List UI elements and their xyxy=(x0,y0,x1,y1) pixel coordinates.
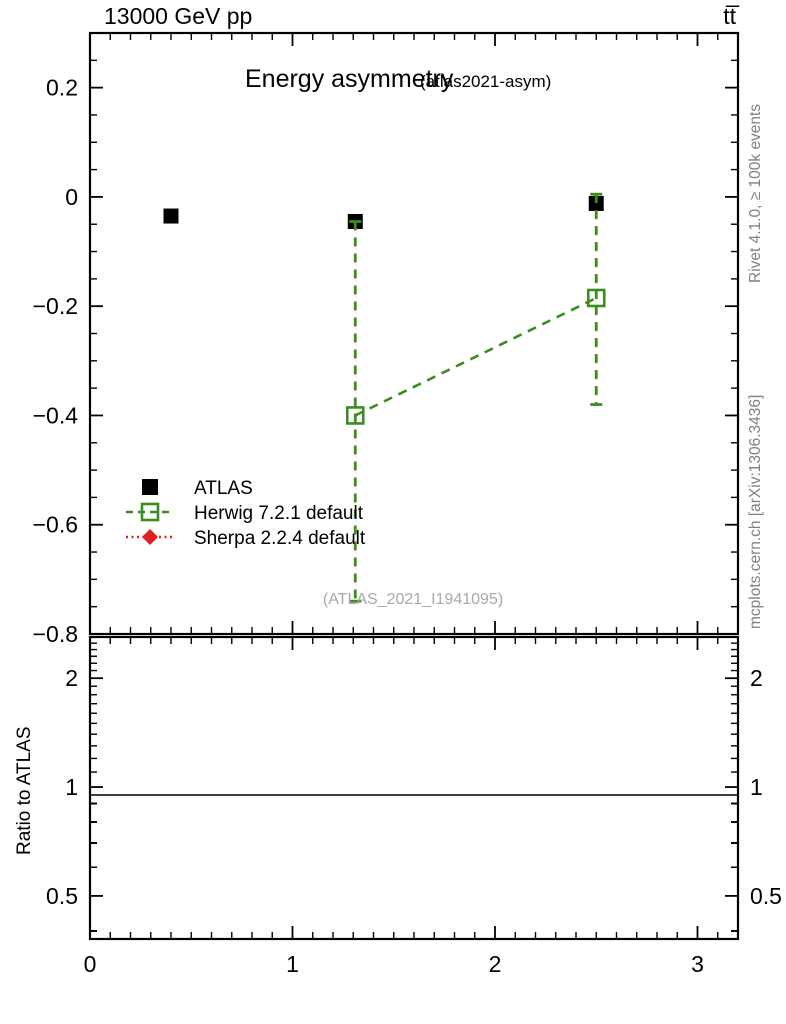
x-tick-label: 1 xyxy=(286,951,299,977)
rivet-version-label: Rivet 4.1.0, ≥ 100k events xyxy=(747,104,764,283)
x-tick-label: 3 xyxy=(691,951,704,977)
y-tick-label: 0.2 xyxy=(46,75,78,101)
x-tick-label: 2 xyxy=(489,951,502,977)
data-point-marker xyxy=(588,195,604,211)
y-tick-label: 0 xyxy=(65,184,78,210)
mcplots-reference-label: mcplots.cern.ch [arXiv:1306.3436] xyxy=(747,395,764,629)
ratio-y-tick-label-right: 0.5 xyxy=(750,883,782,909)
legend-label: Herwig 7.2.1 default xyxy=(194,503,364,524)
main-panel-frame xyxy=(88,31,740,636)
main-panel-ticks xyxy=(89,33,739,635)
header-beam-label: 13000 GeV pp xyxy=(104,3,252,29)
series-atlas xyxy=(163,195,604,229)
legend-label: ATLAS xyxy=(194,478,253,499)
y-tick-label: −0.2 xyxy=(33,293,78,319)
y-tick-label: −0.4 xyxy=(33,402,79,428)
ratio-panel-frame xyxy=(88,635,740,941)
ratio-y-tick-label: 0.5 xyxy=(46,883,78,909)
ratio-axis-label: Ratio to ATLAS xyxy=(14,727,35,856)
x-axis-tick-labels: 0 1 2 3 xyxy=(84,951,704,977)
analysis-watermark: (ATLAS_2021_I1941095) xyxy=(323,591,503,608)
main-panel-y-tick-labels: 0.2 0 −0.2 −0.4 −0.6 −0.8 xyxy=(33,75,79,647)
series-herwig-7-2-1-default xyxy=(345,192,606,603)
header-process-label: tt̅ xyxy=(723,3,739,29)
plot-title-main: Energy asymmetry xyxy=(245,65,454,93)
series-connector-line xyxy=(354,296,597,417)
ratio-y-tick-label-right: 2 xyxy=(750,665,763,691)
data-point-marker xyxy=(345,406,365,425)
legend-marker xyxy=(140,502,160,522)
legend-entry: ATLAS xyxy=(142,478,253,499)
plot-title: Energy asymmetry (atlas2021-asym) xyxy=(245,65,551,93)
legend-label: Sherpa 2.2.4 default xyxy=(194,528,366,549)
x-tick-label: 0 xyxy=(84,951,97,977)
legend: ATLAS Herwig 7.2.1 default Sherpa 2.2.4 de… xyxy=(126,478,366,549)
ratio-y-tick-label: 1 xyxy=(65,774,78,800)
data-series-layer xyxy=(163,192,606,603)
plot-title-sub: (atlas2021-asym) xyxy=(420,72,551,91)
y-tick-label: −0.8 xyxy=(33,621,78,647)
ratio-panel-y-tick-labels: 2 2 1 1 0.5 0.5 xyxy=(46,665,782,909)
legend-marker xyxy=(142,529,158,545)
ratio-y-tick-label: 2 xyxy=(65,665,78,691)
data-point-marker xyxy=(163,208,179,224)
legend-marker xyxy=(142,479,158,495)
data-point-marker xyxy=(586,288,606,308)
legend-entry: Herwig 7.2.1 default xyxy=(126,502,364,524)
ratio-panel-ticks xyxy=(89,637,739,939)
ratio-y-tick-label-right: 1 xyxy=(750,774,763,800)
legend-entry: Sherpa 2.2.4 default xyxy=(126,528,366,549)
y-tick-label: −0.6 xyxy=(33,512,78,538)
